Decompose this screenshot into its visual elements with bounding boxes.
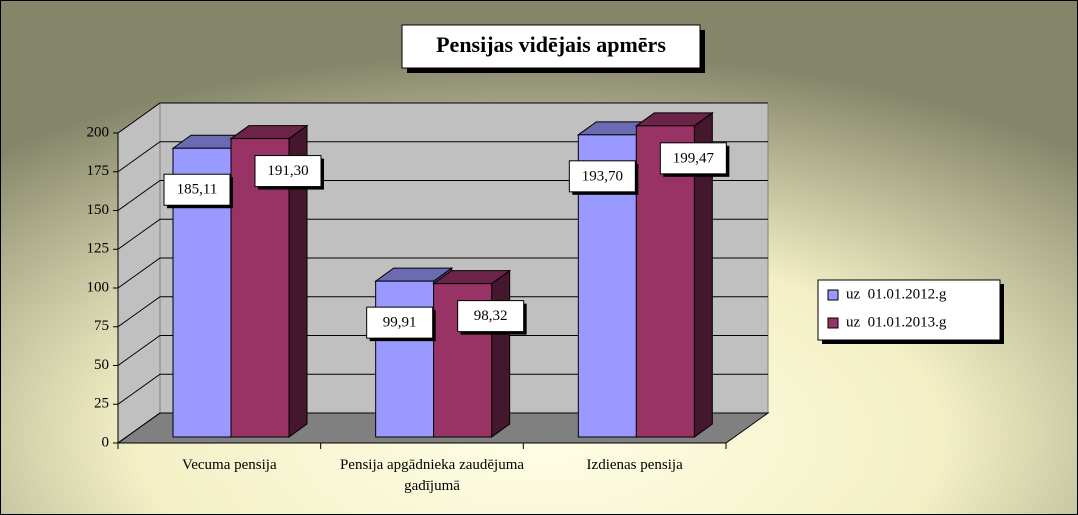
grid-line bbox=[117, 257, 768, 289]
legend-label: uz 01.01.2012.g bbox=[846, 286, 947, 302]
y-tick-label: 175 bbox=[87, 163, 110, 179]
legend-swatch bbox=[827, 289, 839, 301]
value-label: 185,11 bbox=[177, 182, 218, 198]
value-label: 193,70 bbox=[582, 168, 623, 184]
bar bbox=[375, 280, 435, 438]
y-tick-label: 25 bbox=[94, 396, 109, 412]
legend-swatch bbox=[827, 317, 839, 329]
value-label-box bbox=[659, 142, 727, 175]
grid-line bbox=[117, 102, 768, 134]
x-tick-label: Vecuma pensija bbox=[182, 457, 277, 473]
value-label: 191,30 bbox=[267, 163, 308, 179]
bar bbox=[635, 125, 695, 438]
y-tick-label: 50 bbox=[94, 357, 109, 373]
grid-line bbox=[117, 335, 768, 366]
bar-side bbox=[491, 269, 511, 438]
y-tick-label: 150 bbox=[87, 202, 110, 218]
grid-line bbox=[117, 180, 768, 211]
value-label: 99,91 bbox=[383, 315, 417, 331]
grid-line bbox=[117, 373, 768, 405]
value-label-box bbox=[568, 160, 636, 193]
legend-label: uz 01.01.2013.g bbox=[846, 314, 947, 330]
chart-title: Pensijas vidējais apmērs bbox=[436, 32, 666, 57]
value-label: 98,32 bbox=[474, 308, 508, 324]
y-tick-label: 100 bbox=[87, 279, 110, 295]
legend-box bbox=[817, 279, 1001, 341]
grid-line bbox=[117, 218, 768, 250]
y-tick-label: 75 bbox=[94, 318, 109, 334]
x-tick-label: Izdienas pensija bbox=[586, 457, 683, 473]
y-tick-label: 125 bbox=[87, 241, 110, 257]
value-label-box bbox=[366, 306, 434, 339]
value-label-box bbox=[163, 173, 231, 206]
grid-line bbox=[117, 412, 768, 444]
x-tick-label: Pensija apgādnieka zaudējuma gadījumā bbox=[339, 457, 525, 494]
grid-line bbox=[117, 296, 768, 328]
value-label-box bbox=[457, 300, 525, 333]
y-tick-label: 200 bbox=[87, 124, 110, 140]
y-tick-label: 0 bbox=[102, 434, 110, 450]
value-label-box bbox=[254, 155, 322, 188]
title-box bbox=[401, 24, 701, 69]
value-label: 199,47 bbox=[673, 150, 715, 166]
grid-line bbox=[117, 141, 768, 173]
